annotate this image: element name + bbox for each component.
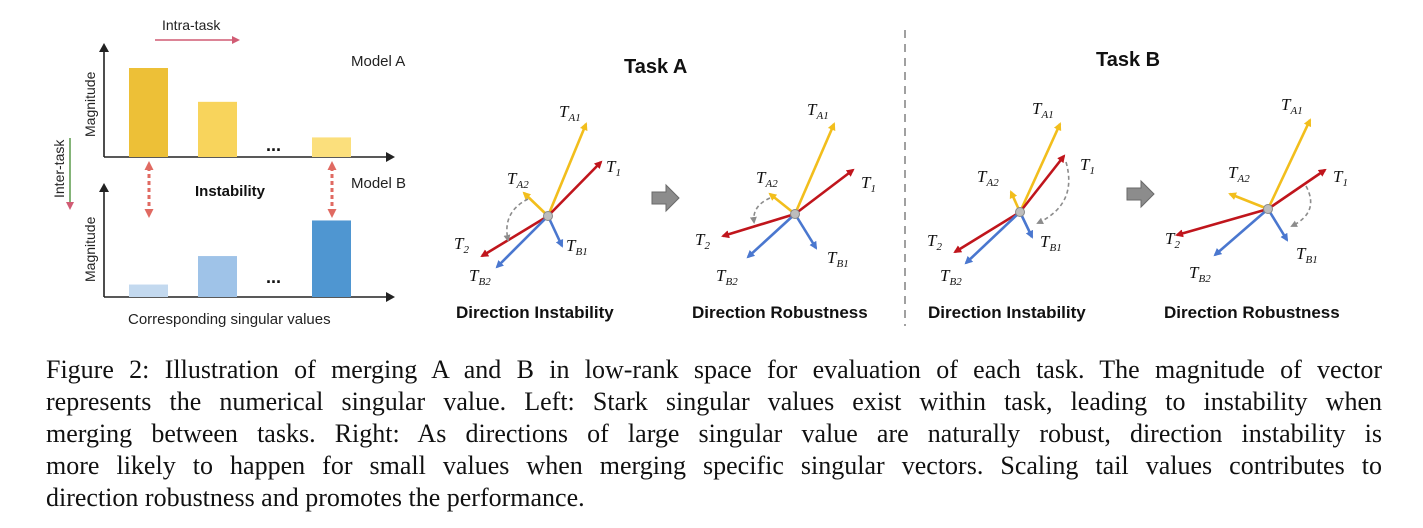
bar-model-a-2 bbox=[198, 101, 237, 157]
origin-dot bbox=[1015, 207, 1025, 217]
vector-t2 bbox=[721, 212, 796, 239]
figure-illustration: Intra-task Inter-task Magnitude Model A … bbox=[51, 17, 1348, 328]
task-a-instability-diagram: TA1 TA2 T1 T2 TB1 TB2 bbox=[454, 102, 621, 288]
bar-model-b-2 bbox=[198, 256, 237, 297]
bar-model-a-1 bbox=[129, 68, 168, 157]
vector-ta1 bbox=[1266, 118, 1312, 210]
caption-line: represents the numerical singular value.… bbox=[46, 387, 1382, 416]
task-b-left-label: Direction Instability bbox=[928, 303, 1086, 322]
vector-ta2 bbox=[768, 192, 796, 216]
chart-b-xlabel: Corresponding singular values bbox=[128, 311, 331, 328]
rotation-arrow bbox=[503, 198, 529, 242]
task-a-robustness-diagram: TA1 TA2 T1 T2 TB1 TB2 bbox=[695, 100, 876, 288]
chart-a-ellipsis: ... bbox=[266, 135, 281, 155]
origin-dot bbox=[1263, 204, 1273, 214]
svg-text:TB1: TB1 bbox=[566, 236, 588, 258]
vector-t2 bbox=[1175, 207, 1269, 238]
rotation-arrow bbox=[749, 197, 771, 224]
vector-t2 bbox=[480, 214, 549, 258]
vector-tb1 bbox=[1266, 208, 1289, 242]
chart-b-bars bbox=[129, 220, 351, 297]
vector-tb1 bbox=[546, 215, 564, 248]
caption-line: merging between tasks. Right: As directi… bbox=[46, 419, 1382, 448]
vector-ta1 bbox=[793, 122, 836, 215]
svg-text:T1: T1 bbox=[1080, 155, 1095, 177]
chart-a-y-arrow bbox=[99, 43, 109, 52]
svg-text:TA1: TA1 bbox=[807, 100, 829, 122]
vector-ta1 bbox=[546, 122, 588, 217]
task-a-title: Task A bbox=[624, 56, 687, 78]
svg-text:TA2: TA2 bbox=[756, 168, 778, 190]
svg-text:TB1: TB1 bbox=[827, 248, 849, 270]
svg-text:TB2: TB2 bbox=[940, 266, 962, 288]
svg-text:TA2: TA2 bbox=[977, 167, 999, 189]
svg-text:TA1: TA1 bbox=[1281, 95, 1303, 117]
vector-tb2 bbox=[1213, 208, 1269, 257]
task-b-robustness-diagram: TA1 TA2 T1 T2 TB1 TB2 bbox=[1165, 95, 1348, 285]
svg-text:T1: T1 bbox=[606, 157, 621, 179]
model-b-label: Model B bbox=[351, 175, 406, 192]
origin-dot bbox=[790, 209, 800, 219]
vector-t1 bbox=[1267, 168, 1327, 211]
task-b-title: Task B bbox=[1096, 49, 1160, 71]
left-panel: Intra-task Inter-task Magnitude Model A … bbox=[51, 17, 406, 328]
svg-text:TA2: TA2 bbox=[507, 169, 529, 191]
vector-t2 bbox=[953, 210, 1021, 254]
task-a-left-label: Direction Instability bbox=[456, 303, 614, 322]
task-b-instability-diagram: TA1 TA2 T1 T2 TB1 TB2 bbox=[927, 99, 1095, 288]
svg-text:TA2: TA2 bbox=[1228, 163, 1250, 185]
svg-text:T2: T2 bbox=[454, 234, 469, 256]
svg-text:TB2: TB2 bbox=[469, 266, 491, 288]
intra-task-label: Intra-task bbox=[162, 17, 221, 33]
bar-model-b-1 bbox=[129, 284, 168, 297]
vector-ta2 bbox=[522, 191, 549, 217]
caption-line: more likely to happen for small values w… bbox=[46, 451, 1382, 480]
inter-task-label: Inter-task bbox=[51, 139, 67, 198]
vector-ta2 bbox=[1228, 192, 1269, 211]
svg-text:TB2: TB2 bbox=[716, 266, 738, 288]
svg-text:T2: T2 bbox=[695, 230, 710, 252]
svg-text:TB1: TB1 bbox=[1296, 244, 1318, 266]
model-a-label: Model A bbox=[351, 53, 405, 70]
chart-b-x-arrow bbox=[386, 292, 395, 302]
origin-dot bbox=[543, 211, 553, 221]
caption-line: Figure 2: Illustration of merging A and … bbox=[46, 355, 1382, 384]
chart-b-ellipsis: ... bbox=[266, 267, 281, 287]
vector-tb2 bbox=[495, 215, 549, 269]
svg-text:TB1: TB1 bbox=[1040, 232, 1062, 254]
svg-text:TA1: TA1 bbox=[559, 102, 581, 124]
vector-ta1 bbox=[1018, 122, 1062, 213]
svg-text:TB2: TB2 bbox=[1189, 263, 1211, 285]
svg-text:TA1: TA1 bbox=[1032, 99, 1054, 121]
vector-tb2 bbox=[964, 211, 1021, 265]
svg-text:T1: T1 bbox=[1333, 167, 1348, 189]
svg-text:T2: T2 bbox=[1165, 229, 1180, 251]
chart-b-ylabel: Magnitude bbox=[82, 216, 98, 282]
svg-text:T1: T1 bbox=[861, 173, 876, 195]
arrow-right-icon bbox=[651, 183, 680, 213]
instability-label: Instability bbox=[195, 183, 266, 200]
bar-model-b-n bbox=[312, 220, 351, 297]
rotation-arrow bbox=[1036, 161, 1070, 225]
svg-text:T2: T2 bbox=[927, 231, 942, 253]
chart-a-x-arrow bbox=[386, 152, 395, 162]
caption-line: direction robustness and promotes the pe… bbox=[46, 483, 585, 512]
chart-b-y-arrow bbox=[99, 183, 109, 192]
bar-model-a-n bbox=[312, 137, 351, 157]
rotation-arrow bbox=[1290, 185, 1312, 227]
vector-t1 bbox=[1018, 154, 1066, 213]
task-b-right-label: Direction Robustness bbox=[1164, 303, 1340, 322]
vector-tb1 bbox=[793, 213, 818, 250]
vector-t1 bbox=[794, 168, 855, 216]
task-a-right-label: Direction Robustness bbox=[692, 303, 868, 322]
figure-caption: Figure 2: Illustration of merging A and … bbox=[46, 354, 1382, 514]
vector-tb2 bbox=[746, 213, 796, 259]
vector-t1 bbox=[547, 160, 603, 217]
chart-a-ylabel: Magnitude bbox=[82, 71, 98, 137]
chart-a-bars bbox=[129, 68, 351, 157]
arrow-right-icon bbox=[1126, 179, 1155, 209]
